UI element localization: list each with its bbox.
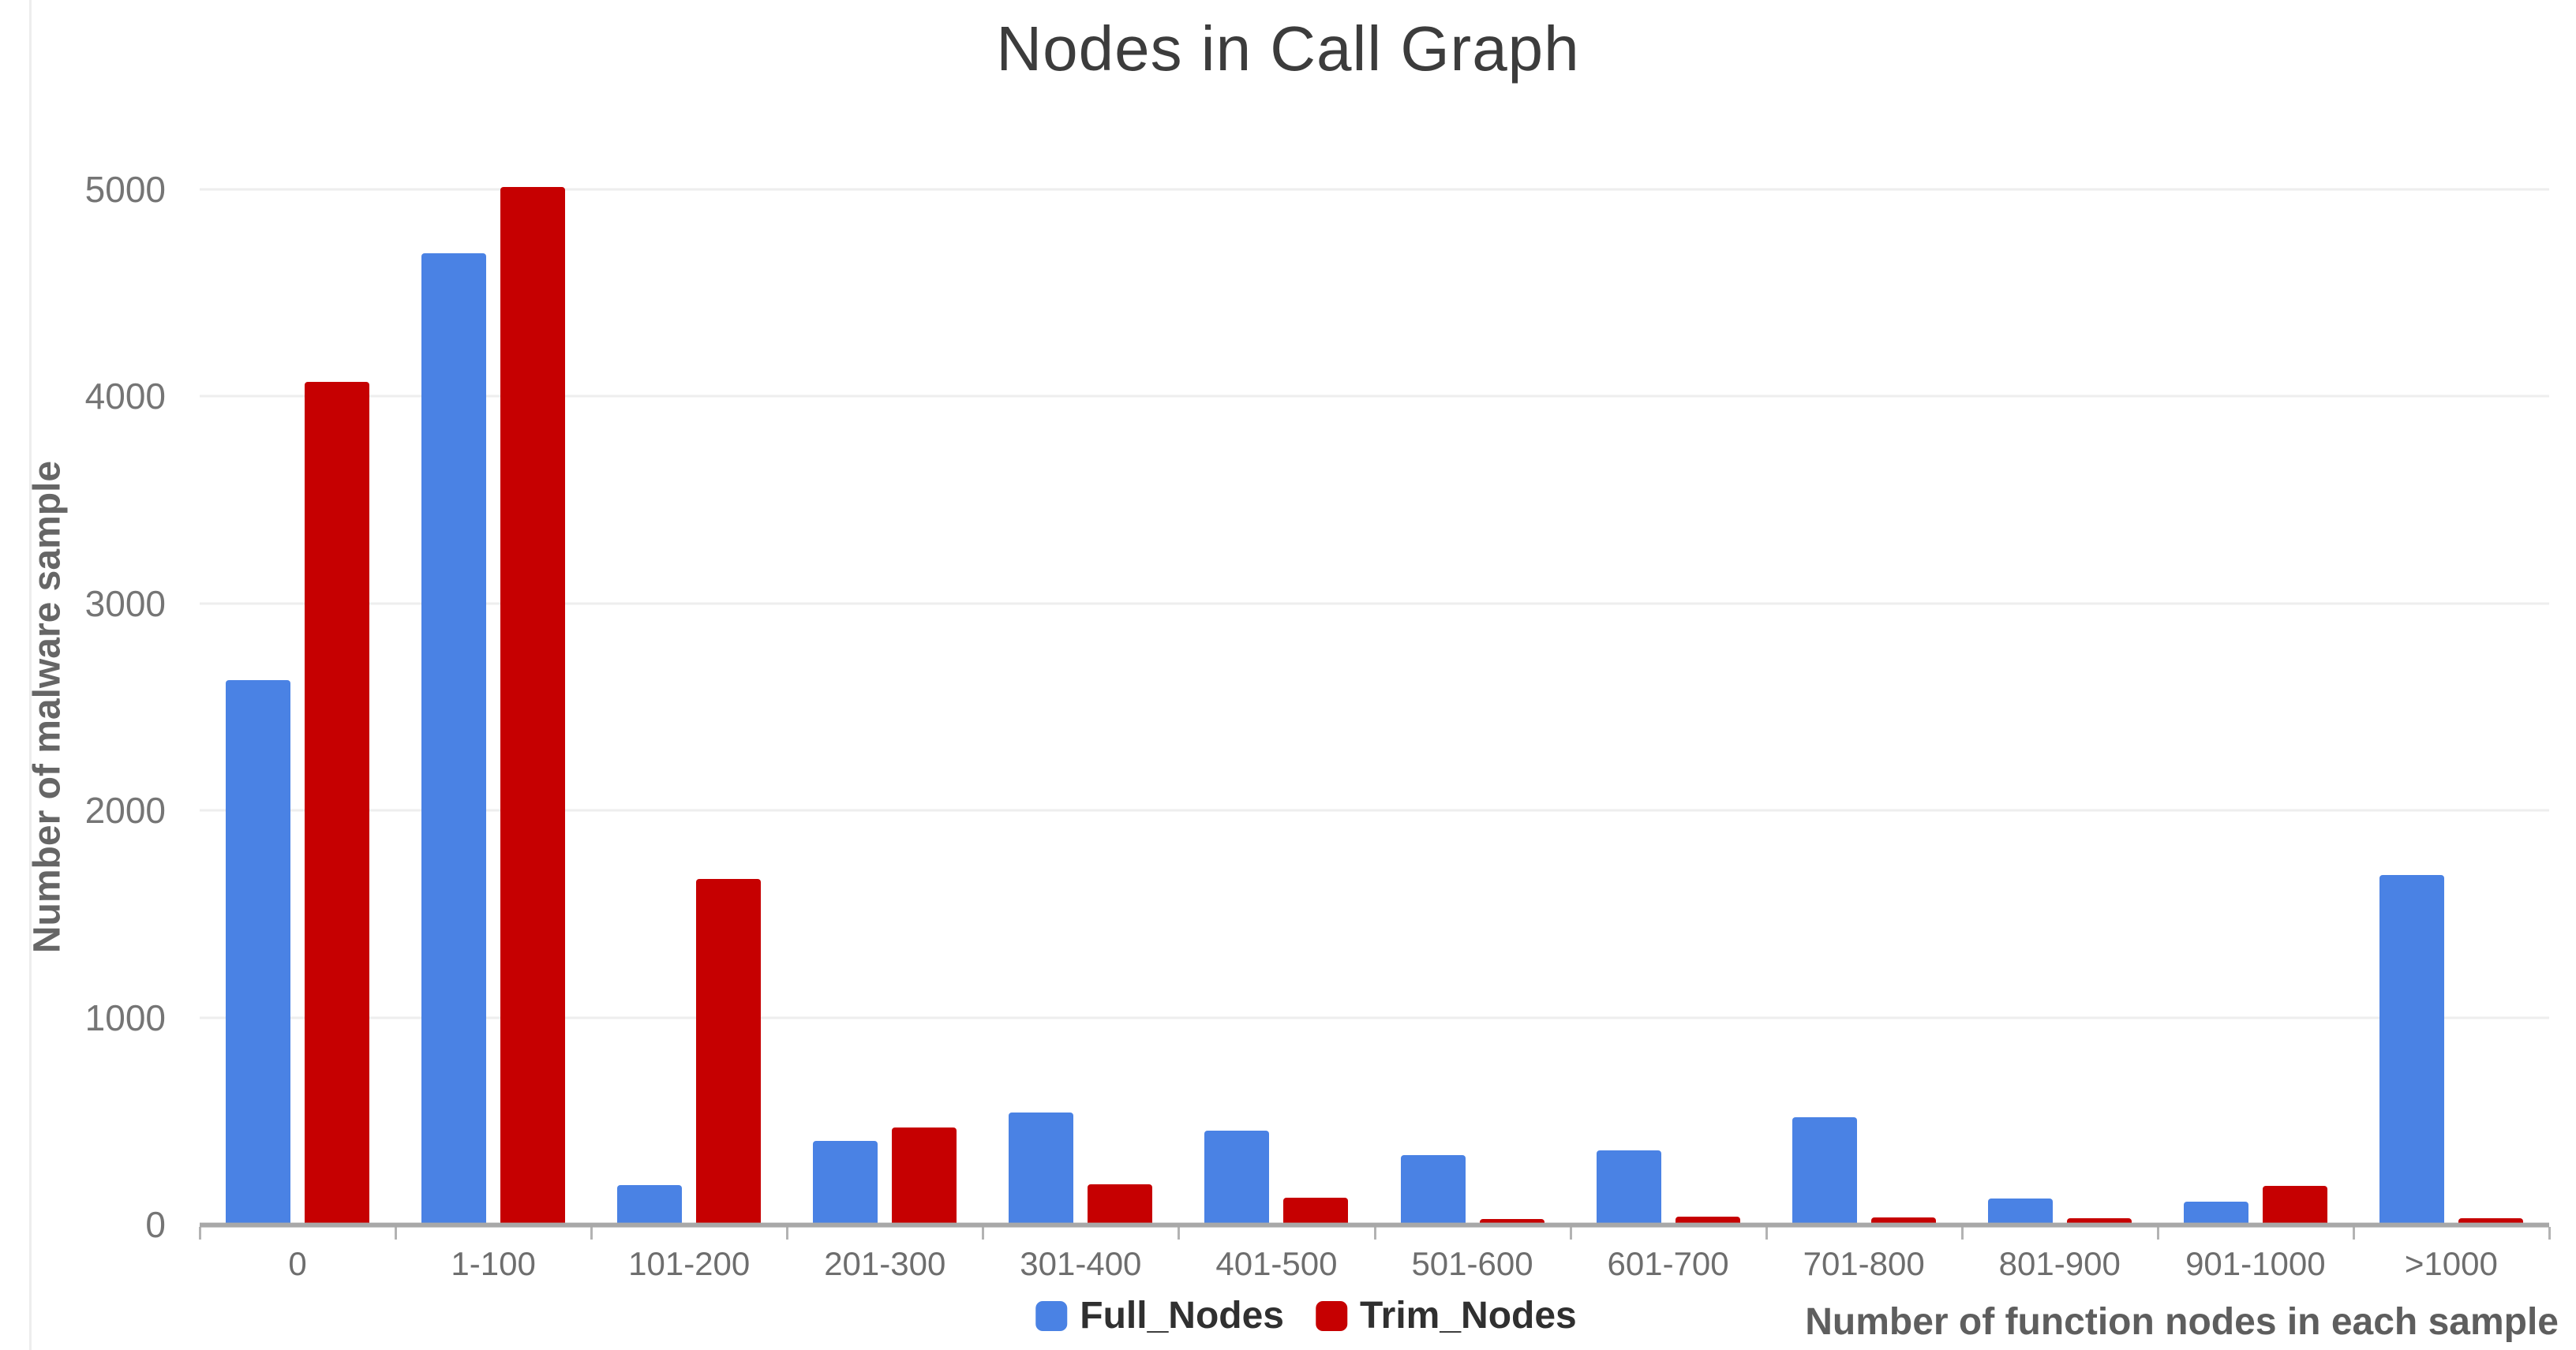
bar-group — [395, 187, 591, 1225]
gridline — [200, 809, 2549, 812]
bar-full-nodes — [421, 253, 487, 1225]
x-tick-mark — [590, 1227, 593, 1240]
bar-group — [1766, 189, 1962, 1225]
bar-group — [1178, 189, 1374, 1225]
bar-full-nodes — [1009, 1113, 1074, 1225]
x-tick-label: 601-700 — [1607, 1245, 1729, 1282]
bar-group — [2158, 189, 2353, 1225]
legend-label: Full_Nodes — [1080, 1295, 1284, 1337]
bar-full-nodes — [1792, 1116, 1857, 1225]
bar-groups — [200, 187, 2549, 1225]
y-tick-label: 0 — [145, 1204, 166, 1245]
x-tick-label: 901-1000 — [2185, 1245, 2326, 1282]
y-tick-label: 5000 — [84, 169, 166, 210]
bar-trim-nodes — [2458, 1218, 2523, 1225]
x-tick-label: 1-100 — [451, 1245, 536, 1282]
bar-group — [591, 189, 787, 1225]
bar-trim-nodes — [305, 382, 370, 1225]
x-tick-mark — [1960, 1227, 1964, 1240]
bar-group — [1962, 189, 2158, 1225]
x-tick-mark — [982, 1227, 985, 1240]
legend-item-trim-nodes: Trim_Nodes — [1315, 1294, 1577, 1337]
x-tick-label: 301-400 — [1020, 1245, 1142, 1282]
bar-full-nodes — [1400, 1155, 1466, 1225]
bar-group — [200, 189, 395, 1225]
x-tick-label: >1000 — [2404, 1245, 2498, 1282]
x-tick-mark — [1569, 1227, 1572, 1240]
bar-trim-nodes — [696, 878, 762, 1225]
x-tick-label: 801-900 — [1998, 1245, 2121, 1282]
y-tick-label: 4000 — [84, 376, 166, 417]
bar-group — [1571, 189, 1766, 1225]
x-tick-mark — [199, 1227, 201, 1240]
x-tick-mark — [1373, 1227, 1376, 1240]
bar-trim-nodes — [1283, 1197, 1349, 1225]
bar-full-nodes — [617, 1185, 683, 1225]
bar-full-nodes — [813, 1140, 878, 1225]
y-axis-tick-labels: 0 1000 2000 3000 4000 5000 — [0, 171, 180, 1243]
bar-trim-nodes — [1479, 1219, 1544, 1225]
x-tick-mark — [2548, 1227, 2551, 1240]
x-axis-title: Number of function nodes in each sample — [1805, 1301, 2559, 1343]
x-tick-mark — [395, 1227, 398, 1240]
bar-full-nodes — [1596, 1150, 1661, 1225]
gridline — [200, 1016, 2549, 1019]
gridline — [200, 395, 2549, 398]
bar-full-nodes — [2379, 874, 2444, 1225]
bar-full-nodes — [1987, 1199, 2053, 1225]
legend: Full_Nodes Trim_Nodes — [1035, 1294, 1577, 1337]
x-axis-tick-labels: 0 1-100 101-200 201-300 301-400 401-500 501-60… — [200, 1245, 2549, 1283]
chart-title: Nodes in Call Graph — [996, 13, 1580, 84]
x-tick-mark — [786, 1227, 789, 1240]
x-tick-mark — [1765, 1227, 1768, 1240]
gridline — [200, 188, 2549, 191]
bar-group — [1374, 189, 1570, 1225]
bar-full-nodes — [2183, 1202, 2248, 1225]
x-tick-label: 701-800 — [1803, 1245, 1925, 1282]
gridline — [200, 602, 2549, 605]
bar-group — [2353, 189, 2549, 1225]
x-tick-mark — [2156, 1227, 2159, 1240]
legend-swatch-full-nodes — [1035, 1300, 1068, 1331]
legend-label: Trim_Nodes — [1359, 1295, 1577, 1337]
x-tick-mark — [1178, 1227, 1181, 1240]
x-tick-label: 0 — [288, 1245, 307, 1282]
x-tick-label: 201-300 — [824, 1245, 946, 1282]
y-tick-label: 2000 — [84, 790, 166, 832]
bar-trim-nodes — [1870, 1217, 1936, 1225]
bar-trim-nodes — [2066, 1218, 2132, 1225]
x-axis-baseline — [200, 1222, 2549, 1228]
x-tick-label: 101-200 — [628, 1245, 751, 1282]
y-tick-label: 1000 — [84, 997, 166, 1038]
plot-area — [200, 187, 2549, 1228]
legend-item-full-nodes: Full_Nodes — [1035, 1294, 1284, 1337]
bar-trim-nodes — [1675, 1216, 1740, 1225]
figure-left-border — [29, 0, 32, 1350]
x-tick-label: 401-500 — [1215, 1245, 1338, 1282]
legend-swatch-trim-nodes — [1315, 1300, 1347, 1331]
bar-trim-nodes — [1088, 1184, 1153, 1225]
bar-trim-nodes — [892, 1127, 957, 1225]
bar-group — [787, 189, 983, 1225]
x-tick-mark — [2352, 1227, 2355, 1240]
y-tick-label: 3000 — [84, 582, 166, 624]
bar-trim-nodes — [2262, 1186, 2327, 1225]
bar-group — [983, 189, 1178, 1225]
bar-full-nodes — [1204, 1130, 1270, 1225]
bar-full-nodes — [226, 679, 291, 1225]
x-tick-label: 501-600 — [1411, 1245, 1533, 1282]
x-axis-tick-marks — [199, 1225, 2551, 1240]
bar-trim-nodes — [500, 187, 566, 1225]
